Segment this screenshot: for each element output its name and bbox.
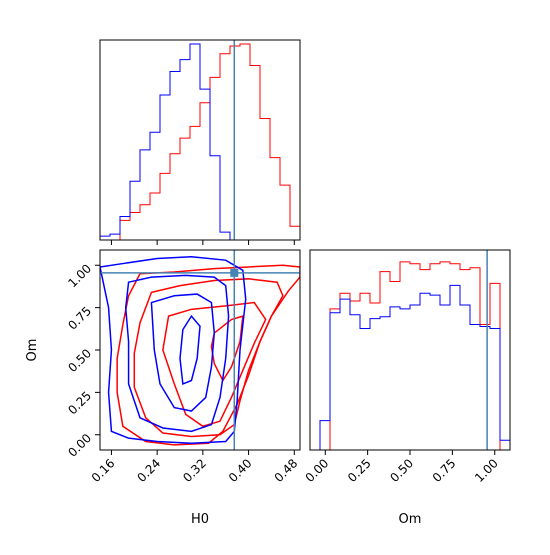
tick-label-om-y: 1.00 xyxy=(65,261,94,290)
panel-frames xyxy=(99,39,511,451)
panel-om-histogram xyxy=(310,250,510,450)
tick-label-h0: 0.24 xyxy=(134,456,163,485)
contour-red-level-2 xyxy=(133,278,284,438)
contour-blue-level-3 xyxy=(150,293,216,412)
truth-marker xyxy=(230,268,239,277)
tick-label-om-x: 0.25 xyxy=(345,456,374,485)
hist-h0-blue xyxy=(100,43,300,240)
x-axis-label-h0: H0 xyxy=(191,512,209,527)
panel-h0-histogram xyxy=(100,40,300,240)
tick-label-om-y: 0.50 xyxy=(65,346,94,375)
contour-red-level-1 xyxy=(116,264,300,446)
frame-joint xyxy=(99,249,301,451)
tick-label-om-y: 0.25 xyxy=(65,389,94,418)
panel-h0-om-contours xyxy=(100,250,300,450)
hist-h0-red xyxy=(100,43,300,240)
contour-red-level-3 xyxy=(162,301,267,428)
frame-h0 xyxy=(99,39,301,241)
axis-ticks: 0.16 0.24 0.32 0.40 0.480.000.250.500.751.00… xyxy=(65,240,501,485)
x-axis-label-om: Om xyxy=(399,512,422,527)
tick-label-h0: 0.40 xyxy=(226,456,255,485)
hist-om-blue xyxy=(310,284,510,450)
tick-label-om-y: 0.00 xyxy=(65,431,94,460)
tick-label-h0: 0.32 xyxy=(180,456,209,485)
tick-label-om-x: 0.00 xyxy=(303,456,332,485)
tick-label-om-y: 0.75 xyxy=(65,304,94,333)
tick-label-om-x: 0.75 xyxy=(430,456,459,485)
tick-label-om-x: 1.00 xyxy=(472,456,501,485)
hist-om-red xyxy=(310,261,510,450)
y-axis-label-om: Om xyxy=(25,339,40,362)
tick-label-om-x: 0.50 xyxy=(387,456,416,485)
contour-blue-level-2 xyxy=(124,274,230,433)
tick-label-h0: 0.48 xyxy=(272,456,301,485)
contour-blue-level-4 xyxy=(179,314,201,385)
tick-label-h0: 0.16 xyxy=(89,456,118,485)
